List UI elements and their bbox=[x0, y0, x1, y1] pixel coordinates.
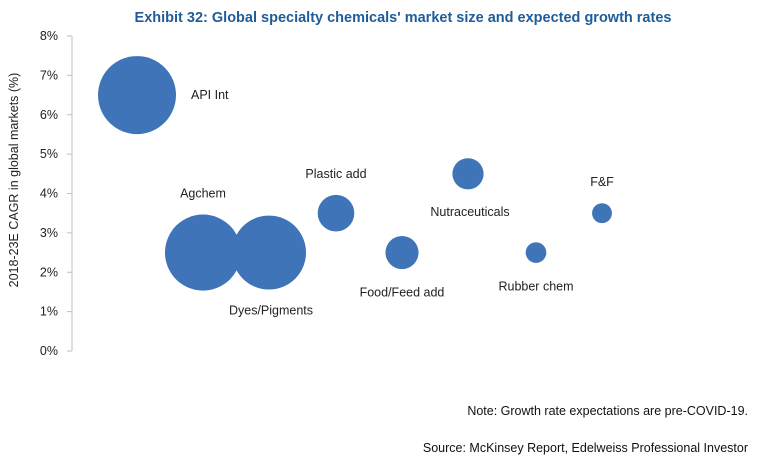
bubble-label: Plastic add bbox=[305, 167, 366, 181]
footer-source: Source: McKinsey Report, Edelweiss Profe… bbox=[423, 441, 748, 455]
bubble-label: Rubber chem bbox=[498, 280, 573, 294]
bubble-labels: API Int Agchem Dyes/Pigments Plastic add Foo… bbox=[180, 88, 614, 318]
y-tick-label: 5% bbox=[40, 147, 58, 161]
y-tick-label: 7% bbox=[40, 68, 58, 82]
bubble-food-feed-add bbox=[385, 236, 419, 270]
footer-note: Note: Growth rate expectations are pre-C… bbox=[467, 404, 748, 418]
bubble-plastic-add bbox=[317, 194, 355, 232]
y-tick-label: 3% bbox=[40, 226, 58, 240]
bubble-series bbox=[98, 56, 612, 291]
chart-title: Exhibit 32: Global specialty chemicals' … bbox=[135, 10, 672, 26]
bubble-agchem bbox=[164, 214, 242, 291]
bubble-label: Food/Feed add bbox=[360, 286, 445, 300]
bubble-rubber-chem bbox=[525, 242, 547, 263]
y-tick-label: 8% bbox=[40, 29, 58, 43]
bubble-label: API Int bbox=[191, 88, 229, 102]
y-axis-label: 2018-23E CAGR in global markets (%) bbox=[7, 73, 21, 288]
y-tick-label: 1% bbox=[40, 305, 58, 319]
y-axis-ticks: 0% 1% 2% 3% 4% 5% 6% 7% 8% bbox=[40, 29, 72, 358]
bubble-nutraceuticals bbox=[452, 158, 484, 190]
y-tick-label: 4% bbox=[40, 187, 58, 201]
bubble-api-int bbox=[98, 56, 176, 135]
bubble-f-f bbox=[592, 203, 612, 224]
bubble-dyes-pigments bbox=[232, 215, 306, 290]
y-tick-label: 6% bbox=[40, 108, 58, 122]
bubble-label: Nutraceuticals bbox=[430, 205, 509, 219]
bubble-label: Dyes/Pigments bbox=[229, 304, 313, 318]
y-tick-label: 2% bbox=[40, 265, 58, 279]
bubble-label: F&F bbox=[590, 175, 614, 189]
y-tick-label: 0% bbox=[40, 344, 58, 358]
bubble-label: Agchem bbox=[180, 187, 226, 201]
